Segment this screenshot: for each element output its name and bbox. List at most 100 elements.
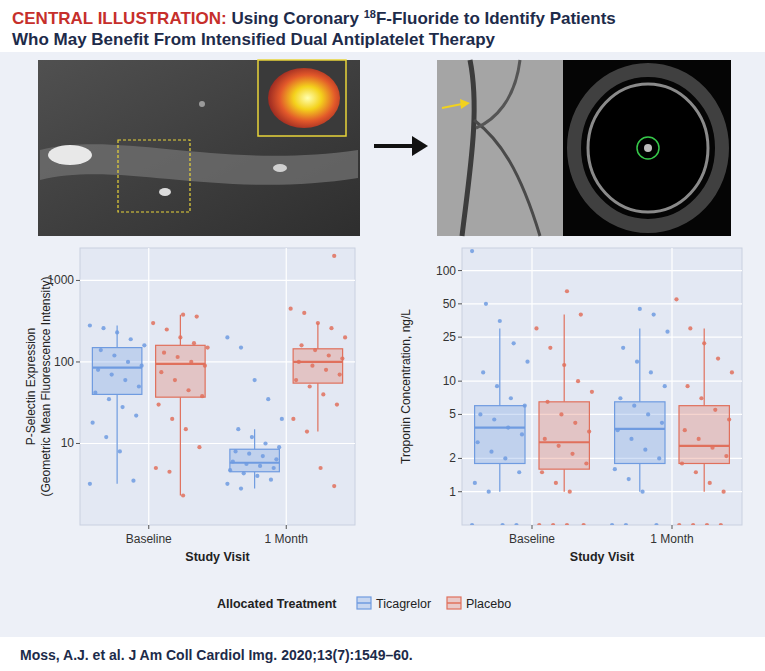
whisker (317, 383, 318, 431)
point (705, 523, 709, 525)
point (233, 449, 237, 453)
point (305, 429, 309, 433)
point (724, 454, 728, 458)
point (280, 417, 284, 421)
point (699, 396, 703, 400)
point (189, 360, 193, 364)
point (332, 254, 336, 258)
plot-area (80, 248, 355, 525)
point (291, 417, 295, 421)
point (688, 326, 692, 330)
tick-mark (458, 303, 462, 304)
point (231, 459, 235, 463)
axis-label: P-Selectin Expression (24, 328, 38, 445)
point (181, 313, 185, 317)
point (691, 523, 695, 525)
point (523, 404, 527, 408)
ct-image (38, 60, 360, 236)
point (297, 360, 301, 364)
point (206, 346, 210, 350)
tick-mark (458, 381, 462, 382)
point (484, 302, 488, 306)
axis-label: Study Visit (570, 550, 635, 564)
point (683, 428, 687, 432)
point (272, 466, 276, 470)
point (162, 351, 166, 355)
whisker (564, 469, 565, 492)
box (92, 348, 142, 395)
point (104, 435, 108, 439)
point (713, 408, 717, 412)
point (316, 321, 320, 325)
axis-label: Troponin Concentration, ng/L (399, 309, 413, 464)
point (269, 478, 273, 482)
title-text: F-Fluoride to Identify Patients (376, 9, 616, 28)
point (627, 477, 631, 481)
category-label: 1 Month (650, 532, 693, 546)
point (167, 470, 171, 474)
whisker (180, 315, 181, 346)
point (677, 523, 681, 525)
grid-line (671, 248, 672, 525)
title-line: Who May Benefit From Intensified Dual An… (12, 30, 496, 49)
tick-mark (458, 414, 462, 415)
arrow (374, 144, 414, 148)
point (697, 437, 701, 441)
point (649, 370, 653, 374)
grid-line (462, 303, 742, 304)
point (576, 379, 580, 383)
point (548, 346, 552, 350)
point (638, 307, 642, 311)
point (646, 412, 650, 416)
median (679, 445, 729, 447)
point (156, 402, 160, 406)
point (722, 490, 726, 494)
point (730, 370, 734, 374)
point (610, 523, 614, 525)
whisker (117, 394, 118, 483)
point (512, 341, 516, 345)
tick-label: 50 (443, 297, 457, 311)
legend-swatch (357, 597, 371, 609)
legend-label: Ticagrelor (376, 597, 431, 611)
point (562, 363, 566, 367)
whisker (564, 315, 565, 402)
point (195, 315, 199, 319)
title-text: Using Coronary (231, 9, 363, 28)
grid-line (286, 248, 287, 525)
point (702, 341, 706, 345)
point (559, 412, 563, 416)
point (302, 311, 306, 315)
point (186, 388, 190, 392)
data-group (470, 249, 734, 525)
point (137, 384, 141, 388)
tick-mark (286, 525, 287, 529)
tick-mark (672, 525, 673, 529)
point (489, 450, 493, 454)
tick-mark (76, 280, 80, 281)
point (129, 337, 133, 341)
tick-mark (148, 525, 149, 529)
point (91, 421, 95, 425)
whisker (254, 472, 255, 489)
legend: Allocated TreatmentTicagrelorPlacebo (217, 597, 511, 611)
point (503, 456, 507, 460)
point (197, 445, 201, 449)
point (181, 493, 185, 497)
point (343, 335, 347, 339)
grid-line (462, 491, 742, 492)
point (274, 457, 278, 461)
point (543, 437, 547, 441)
median (156, 363, 206, 365)
point (154, 466, 158, 470)
point (716, 356, 720, 360)
box (615, 402, 665, 464)
point (178, 335, 182, 339)
point (308, 384, 312, 388)
point (261, 454, 265, 458)
angiogram (437, 60, 563, 236)
point (517, 470, 521, 474)
tick-label: 100 (54, 355, 74, 369)
point (534, 326, 538, 330)
point (624, 523, 628, 525)
